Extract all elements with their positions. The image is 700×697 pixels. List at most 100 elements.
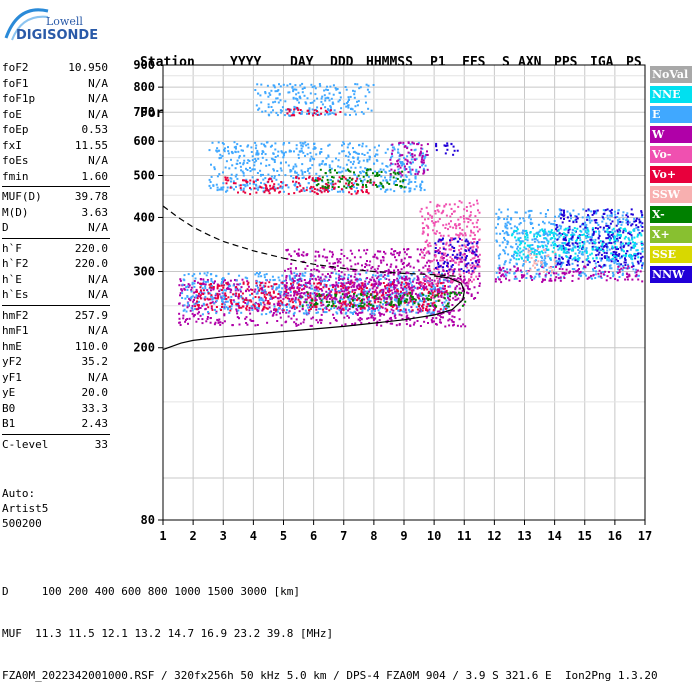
echo-point xyxy=(473,265,475,267)
echo-point xyxy=(562,272,564,274)
echo-point xyxy=(558,230,560,232)
echo-point xyxy=(603,213,605,215)
echo-point xyxy=(269,185,271,187)
echo-point xyxy=(217,189,219,191)
echo-point xyxy=(448,271,450,273)
echo-point xyxy=(294,163,296,165)
echo-point xyxy=(555,253,557,255)
echo-point xyxy=(281,187,283,189)
echo-point xyxy=(356,187,358,189)
echo-point xyxy=(408,179,410,181)
echo-point xyxy=(235,288,237,290)
echo-point xyxy=(527,248,529,250)
echo-point xyxy=(180,280,182,282)
echo-point xyxy=(542,264,544,266)
echo-point xyxy=(339,309,341,311)
echo-point xyxy=(533,235,535,237)
echo-point xyxy=(603,229,605,231)
echo-point xyxy=(323,267,325,269)
echo-point xyxy=(309,278,311,280)
echo-point xyxy=(307,153,309,155)
echo-point xyxy=(529,214,531,216)
echo-point xyxy=(563,210,565,212)
echo-point xyxy=(240,166,242,168)
echo-point xyxy=(370,279,372,281)
echo-point xyxy=(443,235,445,237)
echo-point xyxy=(408,302,410,304)
echo-point xyxy=(533,278,535,280)
echo-point xyxy=(438,205,440,207)
echo-point xyxy=(618,255,620,257)
echo-point xyxy=(531,248,533,250)
echo-point xyxy=(438,249,440,251)
echo-point xyxy=(331,284,333,286)
echo-point xyxy=(554,238,556,240)
echo-point xyxy=(288,304,290,306)
echo-point xyxy=(641,214,643,216)
echo-point xyxy=(345,323,347,325)
echo-point xyxy=(441,295,443,297)
echo-point xyxy=(230,296,232,298)
echo-point xyxy=(242,293,244,295)
echo-point xyxy=(601,245,603,247)
echo-point xyxy=(235,303,237,305)
echo-point xyxy=(310,186,312,188)
echo-point xyxy=(369,261,371,263)
echo-point xyxy=(548,222,550,224)
echo-point xyxy=(409,172,411,174)
echo-point xyxy=(627,223,629,225)
echo-point xyxy=(321,191,323,193)
echo-point xyxy=(348,291,350,293)
echo-point xyxy=(409,289,411,291)
echo-point xyxy=(457,206,459,208)
echo-point xyxy=(348,159,350,161)
echo-point xyxy=(556,224,558,226)
echo-point xyxy=(383,259,385,261)
echo-point xyxy=(249,313,251,315)
echo-point xyxy=(454,299,456,301)
echo-point xyxy=(210,164,212,166)
echo-point xyxy=(426,312,428,314)
echo-point xyxy=(504,271,506,273)
echo-point xyxy=(430,284,432,286)
echo-point xyxy=(248,299,250,301)
echo-point xyxy=(247,288,249,290)
echo-point xyxy=(436,260,438,262)
echo-point xyxy=(466,206,468,208)
echo-point xyxy=(585,235,587,237)
echo-point xyxy=(635,275,637,277)
echo-point xyxy=(540,256,542,258)
echo-point xyxy=(404,279,406,281)
echo-point xyxy=(250,301,252,303)
echo-point xyxy=(459,200,461,202)
echo-point xyxy=(319,153,321,155)
echo-point xyxy=(301,163,303,165)
echo-point xyxy=(195,321,197,323)
echo-point xyxy=(215,312,217,314)
echo-point xyxy=(553,232,555,234)
echo-point xyxy=(352,282,354,284)
echo-point xyxy=(582,272,584,274)
echo-point xyxy=(347,310,349,312)
echo-point xyxy=(211,176,213,178)
echo-point xyxy=(390,317,392,319)
echo-point xyxy=(438,300,440,302)
echo-point xyxy=(470,259,472,261)
echo-point xyxy=(373,256,375,258)
echo-point xyxy=(470,276,472,278)
echo-point xyxy=(270,298,272,300)
echo-point xyxy=(338,159,340,161)
echo-point xyxy=(398,168,400,170)
echo-point xyxy=(227,301,229,303)
echo-point xyxy=(289,287,291,289)
echo-point xyxy=(422,294,424,296)
echo-point xyxy=(462,234,464,236)
echo-point xyxy=(530,275,532,277)
echo-point xyxy=(388,271,390,273)
echo-point xyxy=(567,216,569,218)
echo-point xyxy=(207,281,209,283)
echo-point xyxy=(272,152,274,154)
echo-point xyxy=(217,187,219,189)
echo-point xyxy=(473,204,475,206)
echo-point xyxy=(509,223,511,225)
